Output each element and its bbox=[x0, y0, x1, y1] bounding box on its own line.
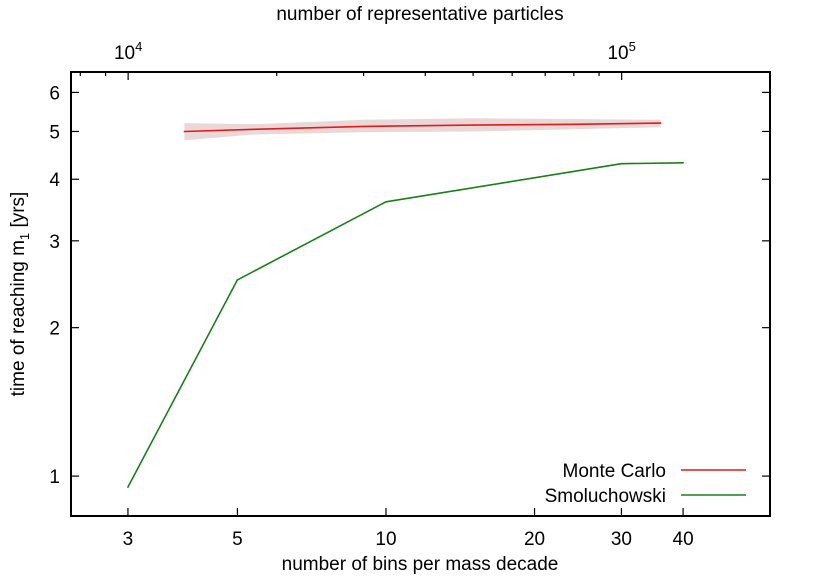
data-point-smoluchowski bbox=[620, 162, 623, 165]
x-tick-label: 30 bbox=[611, 529, 632, 550]
y-tick-label: 1 bbox=[49, 467, 60, 488]
y-tick-label: 4 bbox=[49, 170, 60, 191]
x-axis-label: number of bins per mass decade bbox=[282, 554, 559, 575]
uncertainty-band-monte-carlo bbox=[184, 118, 661, 141]
data-point-smoluchowski bbox=[682, 162, 684, 164]
y-tick-label: 5 bbox=[49, 122, 60, 143]
series-line-monte-carlo bbox=[184, 122, 661, 133]
legend-label-monte-carlo: Monte Carlo bbox=[563, 461, 667, 482]
y-axis-label: time of reaching m1 [yrs] bbox=[8, 192, 32, 397]
plot-frame bbox=[70, 71, 771, 517]
data-point-smoluchowski bbox=[127, 486, 129, 488]
data-point-monte-carlo bbox=[253, 128, 255, 131]
series-line-smoluchowski bbox=[127, 162, 684, 488]
data-point-monte-carlo bbox=[362, 125, 365, 128]
x-tick-label: 10 bbox=[375, 529, 396, 550]
top-tick-label: 104 bbox=[114, 39, 142, 64]
x-tick-label: 40 bbox=[673, 529, 694, 550]
y-tick-label: 6 bbox=[49, 83, 60, 104]
uncertainty-band-layer bbox=[184, 118, 661, 141]
top-tick-label: 105 bbox=[607, 39, 635, 64]
data-point-smoluchowski bbox=[385, 201, 387, 203]
tick-layer: 3 5 10 20 30 40 104 105 1 2 3 4 5 6 bbox=[49, 39, 770, 550]
x-tick-label: 20 bbox=[524, 529, 545, 550]
legend-label-smoluchowski: Smoluchowski bbox=[545, 486, 666, 507]
data-point-monte-carlo bbox=[659, 122, 662, 124]
series-layer bbox=[127, 122, 684, 488]
top-axis-label: number of representative particles bbox=[276, 4, 563, 25]
y-tick-label: 2 bbox=[49, 319, 60, 340]
data-point-monte-carlo bbox=[573, 123, 575, 126]
data-point-smoluchowski bbox=[236, 279, 239, 281]
data-point-monte-carlo bbox=[183, 130, 186, 133]
legend: Monte Carlo Smoluchowski bbox=[545, 461, 746, 507]
data-point-monte-carlo bbox=[472, 124, 474, 126]
y-tick-label: 3 bbox=[49, 232, 60, 253]
x-tick-label: 3 bbox=[123, 529, 134, 550]
x-tick-label: 5 bbox=[232, 529, 243, 550]
